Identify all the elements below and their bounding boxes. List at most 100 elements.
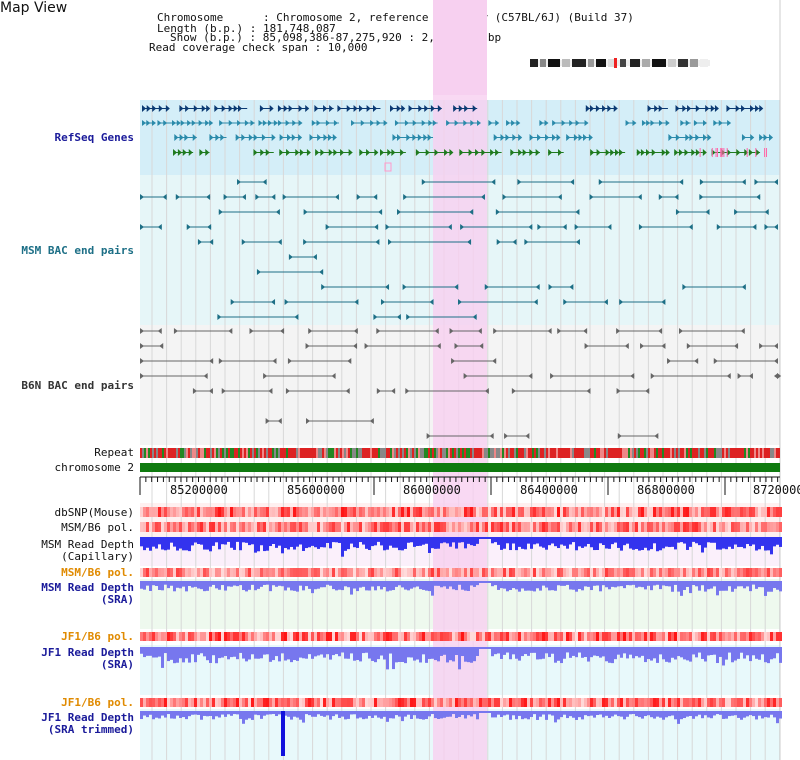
msm-pol-cell (533, 522, 536, 532)
msm-sra-depth (428, 581, 431, 592)
jf1-pol-cell (422, 632, 425, 641)
repeat-block (754, 448, 756, 458)
msm-cap-depth (485, 537, 488, 539)
msm-cap-depth (470, 537, 473, 546)
msm-sra-depth (569, 581, 572, 590)
jf1-trim-depth (284, 711, 287, 716)
coverage-span-info: Read coverage check span : 10,000 (149, 41, 368, 54)
msm-cap-depth (419, 537, 422, 546)
jf1-sra-depth (407, 647, 410, 658)
msm-sra-depth (389, 581, 392, 591)
jf1-trim-depth (158, 711, 161, 719)
msm-bac-end (262, 179, 267, 185)
b6n-bac-end (218, 358, 223, 364)
jf1-sra-depth (431, 647, 434, 659)
msm-bac-end (774, 224, 778, 230)
dbsnp-cell (641, 507, 644, 517)
repeat-block (518, 448, 520, 458)
jf1-pol2-cell (419, 698, 422, 707)
msm-cap-depth (464, 537, 467, 549)
jf1-trim-depth (236, 711, 239, 715)
axis-tick-label: 87200000 (753, 483, 800, 497)
msm-pol-cell (464, 522, 467, 532)
msm-cap-depth (341, 537, 344, 557)
jf1-pol-cell (350, 632, 353, 641)
msm-cap-depth (431, 537, 434, 549)
repeat-block (538, 448, 540, 458)
gene-exon (317, 134, 322, 141)
msm-cap-depth (479, 537, 482, 539)
jf1-pol2-cell (395, 698, 398, 707)
dbsnp-cell (287, 507, 290, 517)
msm-cap-depth (263, 537, 266, 552)
jf1-pol-cell (296, 632, 299, 641)
msm-sra-depth (530, 581, 533, 591)
b6n-bac-end (686, 343, 691, 349)
msm-cap-depth (227, 537, 230, 542)
jf1-pol2-cell (665, 698, 668, 707)
jf1-trim-depth (665, 711, 668, 718)
msm-cap-depth (557, 537, 560, 549)
gene-exon (323, 134, 328, 141)
repeat-block (220, 448, 222, 458)
chromosome-ideogram[interactable] (530, 53, 710, 68)
msm-pol2-cell (722, 568, 725, 577)
gene-exon (333, 120, 338, 126)
dbsnp-cell (677, 507, 680, 517)
msm-pol2-cell (380, 568, 383, 577)
msm-pol2-cell (146, 568, 149, 577)
msm-cap-depth (743, 537, 746, 549)
msm-pol2-cell (650, 568, 653, 577)
msm-cap-depth (698, 537, 701, 546)
msm-sra-depth (737, 581, 740, 587)
jf1-trim-depth (428, 711, 431, 717)
jf1-trim-depth (206, 711, 209, 717)
jf1-pol2-cell (503, 698, 506, 707)
jf1-trim-depth (551, 711, 554, 716)
dbsnp-cell (164, 507, 167, 517)
dbsnp-cell (563, 507, 566, 517)
msm-sra-depth (377, 581, 380, 587)
msm-pol-cell (734, 522, 737, 532)
jf1-sra-depth (233, 647, 236, 657)
jf1-pol2-cell (182, 698, 185, 707)
msm-bac-end (255, 194, 260, 200)
msm-sra-depth (632, 581, 635, 585)
dbsnp-cell (278, 507, 281, 517)
msm-sra-depth (446, 581, 449, 589)
msm-cap-depth (368, 537, 371, 551)
jf1-pol-cell (695, 632, 698, 641)
gene-exon (260, 149, 265, 156)
b6n-bac-end (463, 373, 468, 379)
dbsnp-cell (332, 507, 335, 517)
dbsnp-cell (425, 507, 428, 517)
jf1-pol2-cell (731, 698, 734, 707)
dbsnp-cell (716, 507, 719, 517)
msm-cap-depth (395, 537, 398, 548)
repeat-block (390, 448, 392, 458)
gene-exon (332, 134, 337, 141)
msm-pol-cell (224, 522, 227, 532)
msm-sra-depth (464, 581, 467, 591)
jf1-pol-cell (431, 632, 434, 641)
msm-pol-cell (305, 522, 308, 532)
gene-exon (233, 105, 238, 112)
dbsnp-cell (200, 507, 203, 517)
b6n-bac-end (584, 343, 589, 349)
msm-cap-depth (662, 537, 665, 549)
jf1-pol-cell (671, 632, 674, 641)
msm-bac-end (480, 194, 485, 200)
msm-cap-depth (188, 537, 191, 552)
msm-sra-depth (182, 581, 185, 587)
msm-pol2-cell (161, 568, 164, 577)
dbsnp-cell (536, 507, 539, 517)
jf1-pol-cell (455, 632, 458, 641)
gene-exon (180, 120, 185, 126)
msm-pol2-cell (761, 568, 764, 577)
msm-pol-cell (563, 522, 566, 532)
jf1-sra-depth (374, 647, 377, 663)
jf1-pol-cell (770, 632, 773, 641)
b6n-bac-end (265, 418, 270, 424)
jf1-trim-depth (704, 711, 707, 716)
